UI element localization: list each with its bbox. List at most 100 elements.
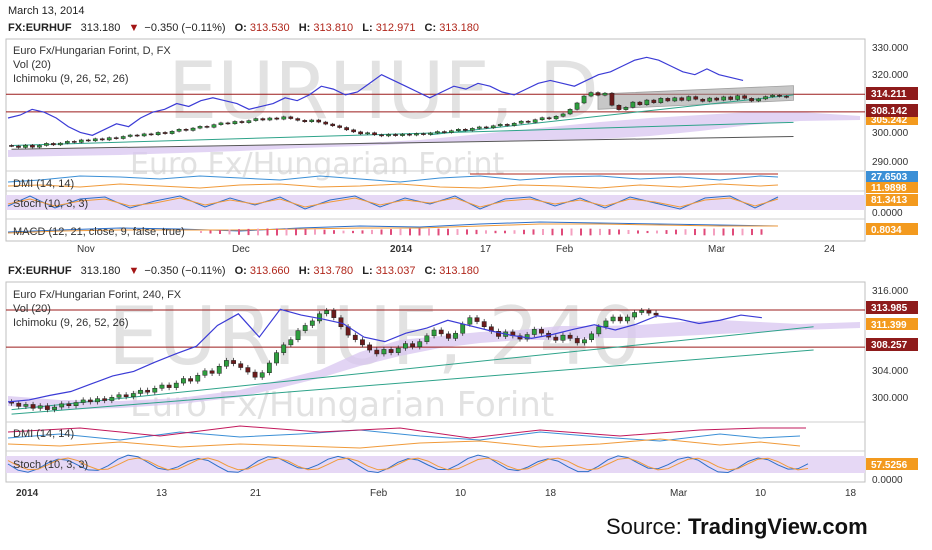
macd-bar xyxy=(570,228,573,236)
candle xyxy=(728,96,733,100)
h4-header-symbol: FX:EURHUF xyxy=(8,265,72,277)
macd-bar xyxy=(437,228,440,236)
macd-bar xyxy=(238,229,240,235)
candle xyxy=(106,137,112,141)
macd-bar xyxy=(494,230,497,234)
candle xyxy=(188,378,193,382)
daily-header-o: 313.530 xyxy=(250,22,290,34)
candle xyxy=(173,382,179,388)
candle xyxy=(623,107,629,110)
candle xyxy=(395,347,401,353)
macd-bar xyxy=(532,229,535,235)
candle xyxy=(130,393,136,397)
daily-ichimoku-cloud xyxy=(8,112,860,157)
daily-header-l-label: L: xyxy=(362,22,372,34)
macd-bar xyxy=(257,228,259,236)
daily-price-line xyxy=(7,56,744,136)
h4-header-o-label: O: xyxy=(235,265,247,277)
macd-bar xyxy=(665,230,668,234)
daily-tick-320: 320.000 xyxy=(872,70,909,81)
candle xyxy=(183,129,189,131)
candle xyxy=(123,394,129,397)
daily-x-24: 24 xyxy=(824,244,836,255)
h4-tag-313-bg xyxy=(866,301,918,314)
trend-line-1 xyxy=(11,349,814,415)
h4-header-h-label: H: xyxy=(299,265,311,277)
daily-x-feb: Feb xyxy=(556,244,574,255)
candle xyxy=(58,142,63,146)
candle xyxy=(87,399,93,403)
candle xyxy=(449,130,454,133)
candle xyxy=(639,310,645,313)
daily-stoch-label: Stoch (10, 3, 3) xyxy=(13,198,88,210)
candle xyxy=(467,317,473,325)
candle xyxy=(625,316,630,322)
h4-header-c: 313.180 xyxy=(439,265,479,277)
macd-bar xyxy=(589,228,592,236)
candle xyxy=(148,133,154,136)
candle xyxy=(134,134,140,137)
h4-price-line xyxy=(7,308,762,403)
candle xyxy=(700,98,706,102)
candle xyxy=(386,134,391,137)
candle xyxy=(102,398,108,401)
candle xyxy=(407,133,412,136)
macd-bar xyxy=(200,231,202,233)
candle xyxy=(78,139,84,143)
h4-header-l-label: L: xyxy=(362,265,372,277)
candle xyxy=(224,360,229,367)
h4-ichimoku-label: Ichimoku (9, 26, 52, 26) xyxy=(13,317,129,329)
h4-plot-frame xyxy=(5,281,866,483)
candle xyxy=(176,129,182,132)
macd-bar xyxy=(247,228,250,236)
h4-header-change: −0.350 (−0.11%) xyxy=(144,265,225,277)
candle xyxy=(162,132,168,134)
candle xyxy=(9,145,14,147)
candle xyxy=(438,329,444,335)
candle xyxy=(518,120,524,124)
h4-x-21: 21 xyxy=(250,488,262,499)
macd-bar xyxy=(304,228,307,236)
candle xyxy=(169,131,175,134)
candle xyxy=(181,378,186,384)
h4-tag-311-bg xyxy=(866,318,918,330)
h4-stoch-zero: 0.0000 xyxy=(872,475,903,486)
candle xyxy=(209,370,215,374)
candle xyxy=(414,133,419,136)
h4-tag-308: 308.257 xyxy=(871,340,908,351)
h4-x-10a: 10 xyxy=(455,488,467,499)
candle xyxy=(756,98,761,102)
candle xyxy=(44,405,50,410)
daily-header-h-label: H: xyxy=(299,22,311,34)
candle xyxy=(574,102,580,110)
candle xyxy=(245,367,251,373)
candle xyxy=(445,333,451,339)
macd-bar xyxy=(380,229,383,235)
macd-bar xyxy=(456,229,459,235)
candle xyxy=(735,95,740,100)
daily-header-o-label: O: xyxy=(235,22,247,34)
candle xyxy=(381,349,387,355)
candle xyxy=(417,341,423,348)
candle xyxy=(238,363,244,368)
macd-bar xyxy=(608,229,611,235)
candle xyxy=(490,125,496,129)
daily-ichimoku-label: Ichimoku (9, 26, 52, 26) xyxy=(13,73,129,85)
candle xyxy=(367,344,373,351)
candle xyxy=(267,117,273,121)
candle xyxy=(120,136,126,139)
daily-dmi-tag-1: 27.6503 xyxy=(871,172,908,183)
candle xyxy=(231,360,236,364)
daily-tick-330: 330.000 xyxy=(872,43,909,54)
daily-header-l: 312.971 xyxy=(376,22,416,34)
h4-x-mar: Mar xyxy=(670,488,688,499)
candle xyxy=(630,101,636,108)
candle xyxy=(281,116,287,120)
candle xyxy=(360,339,365,346)
candle xyxy=(644,99,650,105)
h4-header-l: 313.037 xyxy=(376,265,416,277)
candle xyxy=(496,331,501,337)
daily-tag-308-bg xyxy=(866,104,918,117)
daily-x-nov: Nov xyxy=(77,244,95,255)
